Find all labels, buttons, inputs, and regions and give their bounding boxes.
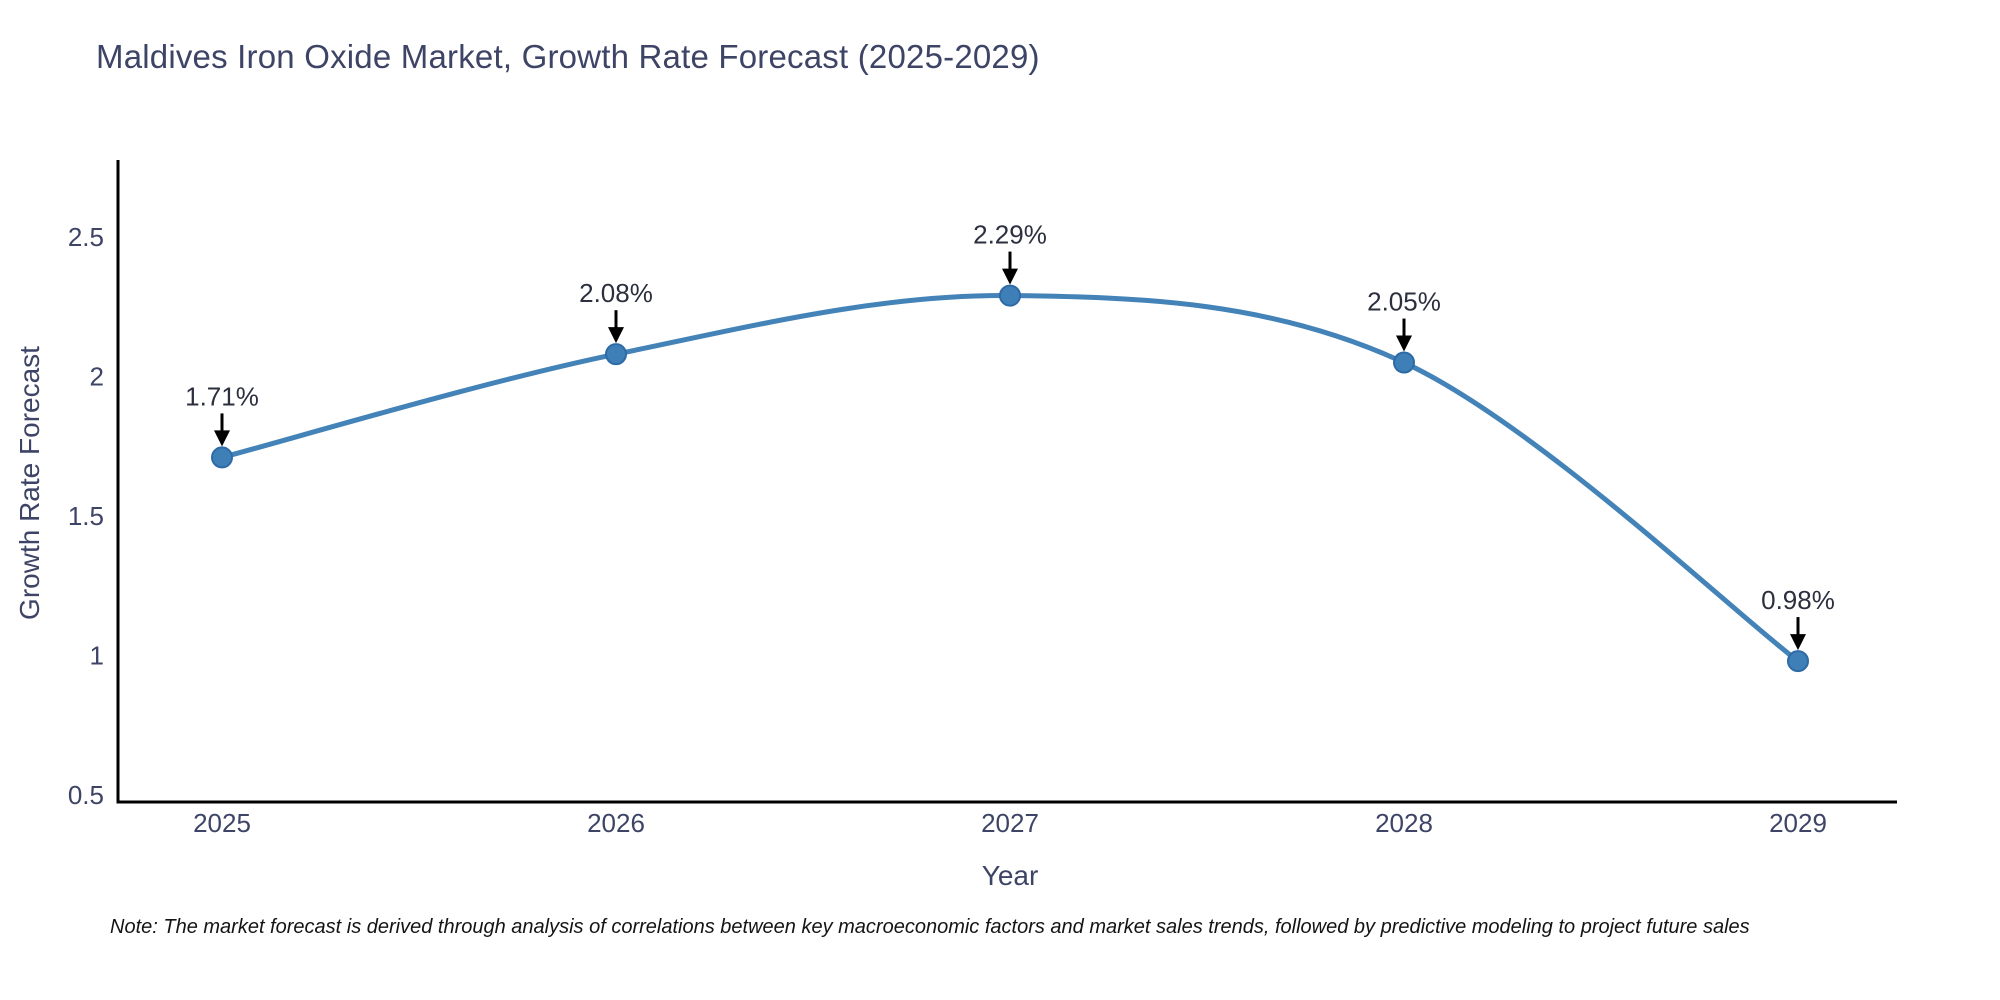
chart-title: Maldives Iron Oxide Market, Growth Rate …: [96, 38, 1040, 75]
footnote: Note: The market forecast is derived thr…: [110, 916, 1750, 938]
x-tick-label: 2029: [1769, 808, 1827, 838]
point-value-label: 0.98%: [1761, 585, 1835, 615]
data-point-marker: [1787, 650, 1809, 673]
point-value-label: 2.29%: [973, 220, 1047, 250]
annotation-arrow-head-icon: [608, 327, 624, 344]
x-tick-label: 2028: [1375, 808, 1433, 838]
forecast-line: [219, 293, 1801, 664]
point-value-label: 1.71%: [185, 381, 259, 411]
y-tick-label: 2.5: [68, 222, 104, 252]
point-value-label: 2.05%: [1367, 287, 1441, 317]
x-axis-title: Year: [981, 860, 1039, 891]
annotation-arrow-head-icon: [1396, 335, 1412, 352]
y-tick-label: 2: [90, 362, 104, 392]
axis-lines: [116, 160, 1897, 804]
annotation-arrow-head-icon: [1790, 634, 1806, 651]
x-tick-label: 2027: [981, 808, 1039, 838]
annotation-arrow-head-icon: [1002, 268, 1018, 285]
y-tick-label: 1: [90, 641, 104, 671]
annotation-arrow-head-icon: [214, 430, 230, 447]
y-tick-label: 0.5: [68, 780, 104, 810]
x-tick-label: 2025: [193, 808, 251, 838]
data-point-marker: [999, 284, 1021, 307]
y-tick-label: 1.5: [68, 501, 104, 531]
data-point-marker: [211, 446, 233, 469]
data-point-marker: [605, 343, 627, 366]
point-value-label: 2.08%: [579, 278, 653, 308]
data-point-marker: [1393, 351, 1415, 374]
x-tick-label: 2026: [587, 808, 645, 838]
